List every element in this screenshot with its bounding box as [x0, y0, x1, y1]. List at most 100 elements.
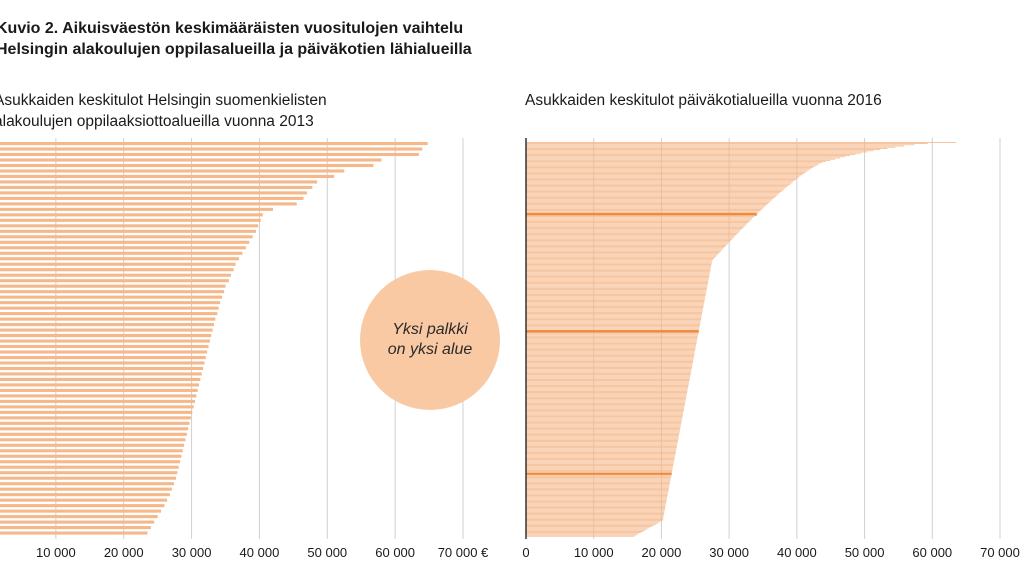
- left-chart-bar: [0, 405, 194, 409]
- right-chart-bar: [526, 285, 708, 287]
- left-x-tick-label: 10 000: [36, 545, 76, 560]
- right-chart-bar: [526, 211, 760, 213]
- right-chart-bar: [526, 386, 689, 387]
- left-chart-bar: [0, 262, 236, 266]
- left-chart-bar: [0, 383, 200, 387]
- right-chart-bar: [526, 225, 745, 227]
- right-chart-x-axis: 0 10 000 20 000 30 000 40 000 50 000 60 000 70 …: [522, 545, 1020, 560]
- right-chart-bar: [526, 468, 673, 470]
- right-chart-bar: [526, 294, 706, 295]
- right-chart-bar: [526, 158, 836, 160]
- note-line-2: on yksi alue: [387, 341, 473, 358]
- left-chart-bar: [0, 449, 183, 453]
- right-chart-bar: [526, 155, 851, 156]
- right-chart-bar: [526, 430, 680, 432]
- right-chart-bar: [526, 417, 683, 419]
- right-chart-bar: [526, 359, 694, 361]
- right-chart-bar: [526, 253, 719, 255]
- right-chart-bar: [526, 394, 687, 396]
- right-chart-bar: [526, 401, 686, 403]
- left-chart-bar: [0, 515, 158, 519]
- right-chart-bar: [526, 314, 702, 316]
- right-chart-bar: [526, 168, 812, 170]
- right-chart-bar: [526, 387, 689, 389]
- right-chart-bar: [526, 246, 726, 247]
- right-chart-bar: [526, 288, 707, 289]
- right-chart-bar: [526, 278, 709, 280]
- right-chart-bar: [526, 431, 680, 433]
- right-chart-bar: [526, 146, 896, 148]
- left-chart-bar: [0, 312, 218, 316]
- right-chart-bar: [526, 497, 668, 499]
- right-chart-bar: [526, 533, 639, 535]
- right-chart-bar: [526, 351, 695, 353]
- right-chart-bar: [526, 177, 798, 179]
- right-chart-bar: [526, 149, 881, 150]
- right-chart-bar: [526, 489, 669, 490]
- right-chart-bar: [526, 176, 800, 178]
- right-chart-bar: [526, 526, 652, 528]
- right-chart-bar: [526, 228, 743, 229]
- right-chart-bar: [526, 486, 670, 488]
- right-chart-bar: [526, 422, 682, 423]
- right-chart-bar: [526, 480, 671, 482]
- right-chart-bar: [526, 252, 720, 253]
- right-chart-bar: [526, 199, 773, 201]
- right-chart-bar: [526, 461, 674, 463]
- right-chart-bar: [526, 164, 818, 166]
- right-chart-bar: [526, 519, 663, 520]
- right-chart-bar: [526, 307, 704, 308]
- right-chart-bar: [526, 147, 888, 149]
- left-chart-bar: [0, 273, 231, 277]
- right-chart-bar: [526, 235, 736, 237]
- left-chart-bar: [0, 290, 225, 294]
- left-chart-bar: [0, 509, 162, 513]
- right-x-tick-label: 40 000: [777, 545, 817, 560]
- right-chart-bar: [526, 481, 671, 483]
- right-chart-bar: [526, 286, 708, 288]
- right-chart-bar: [526, 282, 709, 283]
- left-chart-bar: [0, 306, 219, 310]
- left-chart-bar: [0, 361, 205, 365]
- right-chart-bar: [526, 222, 749, 223]
- left-chart-bars: [0, 142, 428, 535]
- left-chart-title: Asukkaiden keskitulot Helsingin suomenki…: [0, 90, 327, 132]
- right-chart-bar: [526, 332, 699, 334]
- left-chart-bar: [0, 284, 226, 288]
- left-chart-bar: [0, 142, 428, 146]
- right-chart-bar: [526, 416, 683, 417]
- right-chart-bar: [526, 276, 710, 277]
- right-chart-bar: [526, 317, 702, 319]
- left-chart-bar: [0, 328, 213, 332]
- right-chart-bar: [526, 261, 712, 263]
- left-chart-bar: [0, 174, 335, 179]
- right-chart-bar: [526, 335, 698, 337]
- right-x-tick-label: 20 000: [642, 545, 682, 560]
- note-bubble: Yksi palkki on yksi alue: [360, 270, 500, 410]
- right-chart-bar: [526, 193, 779, 195]
- right-chart-bar: [526, 475, 672, 477]
- right-chart-bar: [526, 255, 717, 257]
- right-chart-bar: [526, 390, 688, 392]
- left-chart-bar: [0, 180, 318, 184]
- right-chart-bar: [526, 477, 671, 478]
- right-chart-bar: [526, 408, 684, 410]
- right-chart-bar: [526, 487, 669, 489]
- left-chart-bar: [0, 191, 307, 195]
- right-chart-bar: [526, 313, 703, 314]
- right-x-tick-label: 50 000: [845, 545, 885, 560]
- left-chart-bar: [0, 372, 202, 376]
- right-chart-bar: [526, 514, 664, 516]
- right-chart-bar: [526, 484, 670, 486]
- right-chart-bar: [526, 528, 648, 530]
- right-chart-bar: [526, 418, 683, 420]
- right-chart-bar: [526, 143, 928, 144]
- right-chart-bar: [526, 446, 677, 447]
- right-chart-bar: [526, 380, 690, 381]
- right-chart-bar: [526, 310, 703, 312]
- right-chart-bar: [526, 181, 793, 183]
- left-chart-bar: [0, 465, 179, 469]
- right-chart-bar: [526, 273, 710, 275]
- left-chart-bar: [0, 526, 151, 530]
- right-chart-bar: [526, 264, 712, 265]
